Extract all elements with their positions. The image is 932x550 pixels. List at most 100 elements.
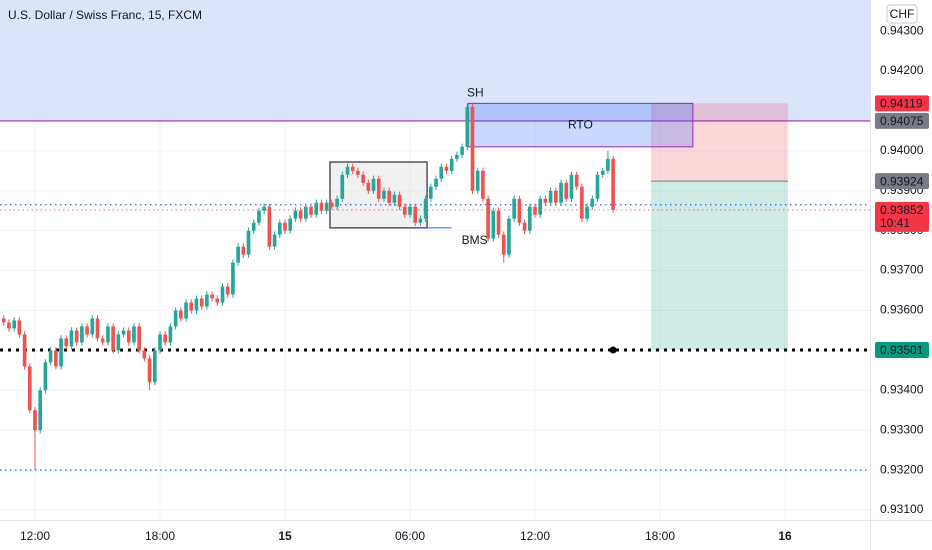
candle-body <box>460 146 464 155</box>
candle-body <box>585 206 589 219</box>
price-badge <box>875 112 929 129</box>
candle-body <box>465 106 470 147</box>
candle-body <box>189 302 194 311</box>
candle-body <box>595 174 600 199</box>
candle-body <box>277 222 282 235</box>
x-tick-label: 18:00 <box>145 529 175 543</box>
last-price-label: 0.93852 <box>880 203 924 217</box>
candle-body <box>475 170 480 191</box>
candle-body <box>257 210 261 223</box>
x-tick-label: 12:00 <box>20 529 50 543</box>
candle-body <box>137 326 141 351</box>
candle-body <box>376 178 381 199</box>
candle-body <box>319 202 324 211</box>
y-tick-label: 0.94300 <box>880 23 924 37</box>
candle-body <box>455 154 459 159</box>
price-badge <box>875 341 929 358</box>
candle-body <box>241 246 246 255</box>
candle-body <box>283 222 287 231</box>
candle-body <box>533 206 537 215</box>
candle-body <box>262 206 266 211</box>
candle-body <box>288 218 293 231</box>
candle-body <box>486 198 490 239</box>
price-badge-label: 0.93924 <box>880 174 924 188</box>
candle-body <box>54 350 58 367</box>
candle-body <box>538 198 543 215</box>
supply-zone <box>0 0 870 121</box>
candle-body <box>132 326 136 343</box>
candle-body <box>590 198 595 207</box>
candle-body <box>408 206 412 215</box>
candle-body <box>304 206 308 219</box>
candle-body <box>423 198 428 219</box>
candle-body <box>173 310 178 327</box>
candle-body <box>298 210 303 219</box>
y-tick-label: 0.93400 <box>880 382 924 396</box>
currency-label: CHF <box>890 7 915 21</box>
candle-body <box>429 186 433 199</box>
y-tick-label: 0.93200 <box>880 462 924 476</box>
y-tick-label: 0.93300 <box>880 422 924 436</box>
candle-body <box>69 330 74 347</box>
candle-body <box>309 206 313 215</box>
y-tick-label: 0.93700 <box>880 263 924 277</box>
candle-body <box>371 178 376 191</box>
candle-body <box>402 206 407 215</box>
candle-body <box>340 174 345 199</box>
candle-body <box>147 358 152 383</box>
y-tick-label: 0.94000 <box>880 143 924 157</box>
candle-body <box>434 178 438 187</box>
price-badge-label: 0.94075 <box>880 114 924 128</box>
candle-body <box>330 202 334 207</box>
candle-body <box>95 318 100 339</box>
last-price-badge <box>875 201 929 232</box>
candle-body <box>17 320 22 335</box>
candle-body <box>293 210 298 219</box>
x-tick-label: 18:00 <box>645 529 675 543</box>
candle-body <box>397 194 402 207</box>
candle-body <box>22 334 27 367</box>
countdown-label: 10:41 <box>880 216 910 230</box>
candle-body <box>74 330 79 343</box>
candle-body <box>142 350 147 359</box>
candle-body <box>59 338 63 367</box>
candle-body <box>527 206 532 231</box>
candle-body <box>111 326 115 351</box>
candle-body <box>449 158 454 171</box>
candle-body <box>121 330 126 335</box>
candle-body <box>43 362 48 391</box>
candle-body <box>27 366 32 411</box>
x-tick-label: 06:00 <box>395 529 425 543</box>
candle-body <box>7 322 11 329</box>
y-tick-label: 0.94200 <box>880 63 924 77</box>
candle-body <box>512 198 516 219</box>
candle-body <box>350 166 355 171</box>
candle-body <box>501 234 506 255</box>
candle-body <box>345 166 350 175</box>
position-reward <box>651 181 788 350</box>
candle-body <box>64 338 69 347</box>
candle-body <box>481 170 485 199</box>
price-badge-label: 0.94119 <box>880 97 923 111</box>
candle-body <box>574 174 579 187</box>
candle-body <box>314 202 319 215</box>
candle-body <box>1 318 6 323</box>
candle-body <box>272 234 277 247</box>
candle-body <box>210 294 214 299</box>
candle-body <box>116 334 121 351</box>
x-tick-label: 16 <box>778 529 792 543</box>
sh-label: SH <box>467 86 484 100</box>
candle-body <box>522 222 527 231</box>
candle-body <box>600 170 605 175</box>
candle-body <box>611 158 615 210</box>
candle-body <box>251 222 256 231</box>
candle-body <box>168 326 173 343</box>
currency-box <box>886 4 918 24</box>
bms-label: BMS <box>462 233 488 247</box>
price-badge <box>875 95 929 112</box>
rto-box <box>467 102 694 148</box>
candle-body <box>126 330 131 343</box>
candle-body <box>184 302 188 319</box>
candle-body <box>356 170 360 175</box>
